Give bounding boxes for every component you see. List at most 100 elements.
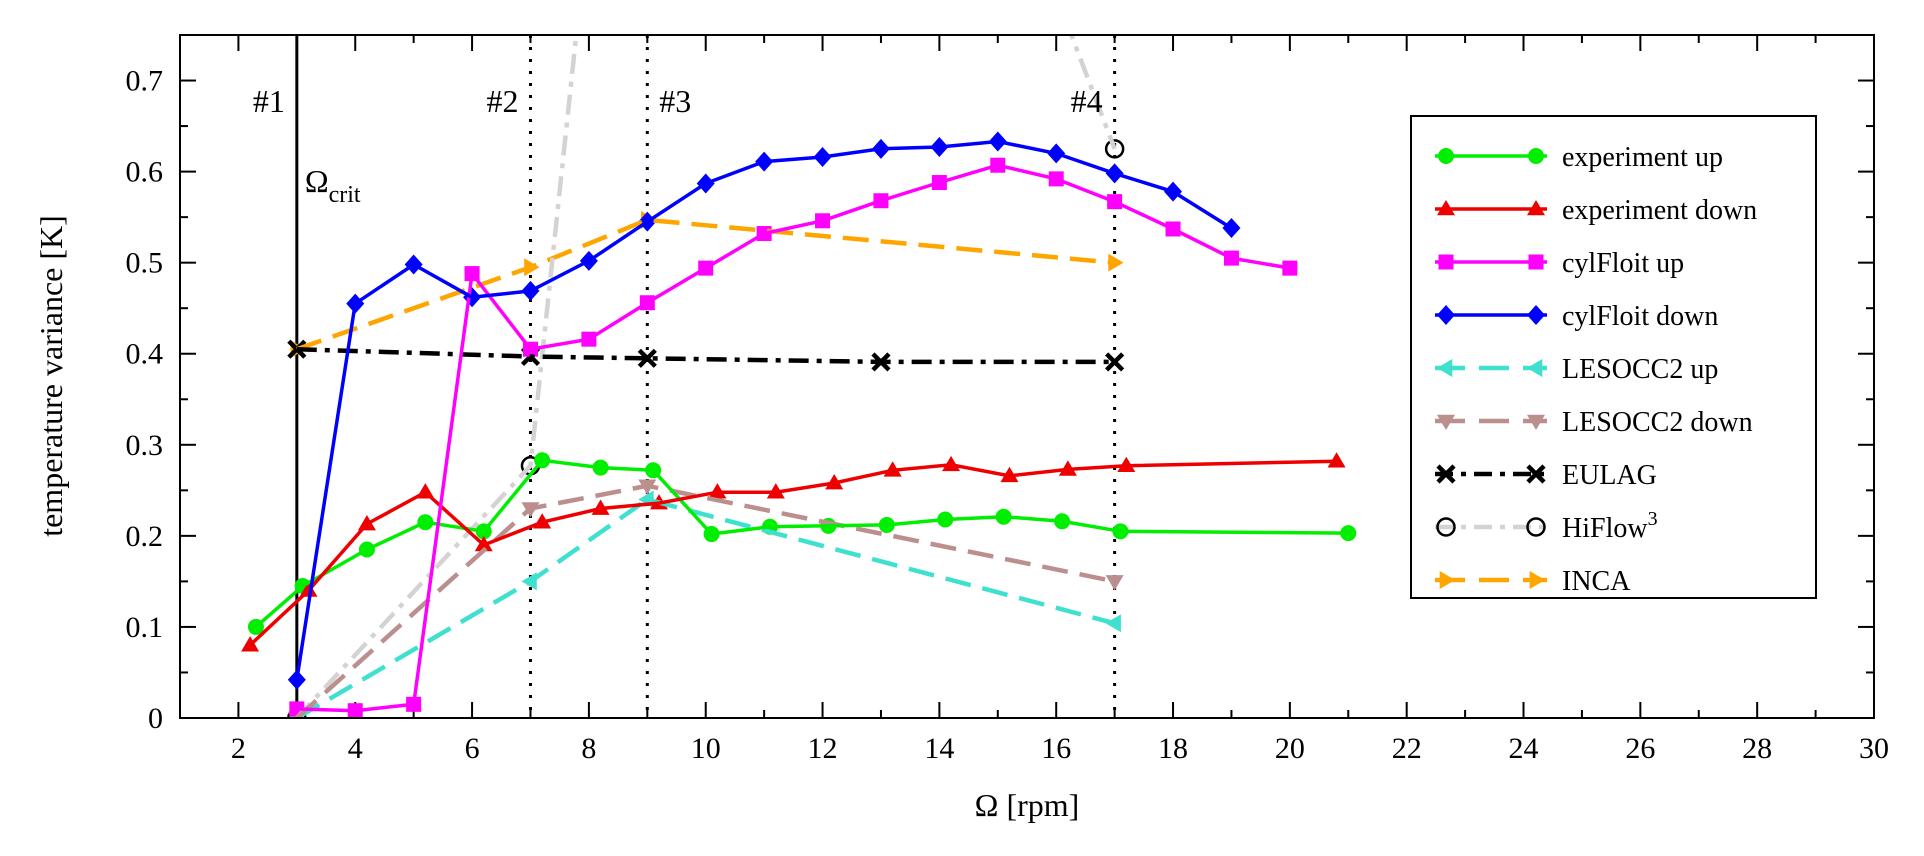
y-tick-label: 0.1: [126, 611, 164, 644]
legend-item-cylfloit-up: cylFloit up: [1435, 248, 1684, 279]
series-line-experiment-down: [248, 459, 1337, 647]
series-line-lesocc2-up: [295, 496, 1116, 718]
data-point-experiment-down: [1327, 452, 1346, 468]
legend-label-cylfloit-down: cylFloit down: [1562, 301, 1718, 332]
data-point-eulag-stroke: [1105, 352, 1125, 372]
legend-label-text: HiFlow: [1562, 513, 1648, 544]
data-point-eulag-stroke: [637, 348, 657, 368]
legend-label-experiment-down: experiment down: [1562, 195, 1757, 226]
legend-marker-experiment-down: [1527, 200, 1545, 216]
legend-item-lesocc2-down: LESOCC2 down: [1435, 407, 1753, 438]
legend-label-text: cylFloit down: [1562, 301, 1718, 332]
x-tick-label: 24: [1509, 732, 1539, 765]
legend-marker-experiment-down: [1437, 200, 1455, 216]
series-line-inca: [296, 217, 1115, 352]
omega-crit-symbol: Ω: [305, 163, 329, 199]
x-tick-label: 14: [924, 732, 954, 765]
legend-marker-eulag: [1436, 464, 1456, 484]
legend-label-hiflow: HiFlow3: [1562, 508, 1658, 544]
legend-label-inca: INCA: [1562, 566, 1631, 597]
y-tick-label: 0.4: [126, 338, 164, 371]
y-tick-label: 0.6: [126, 156, 164, 189]
x-tick-label: 10: [691, 732, 721, 765]
x-tick-label: 4: [348, 732, 363, 765]
y-tick-label: 0.5: [126, 247, 164, 280]
plot-frame: [179, 34, 1875, 719]
data-point-lesocc2-down: [1105, 575, 1124, 591]
legend-label-eulag: EULAG: [1562, 460, 1657, 491]
x-tick-label: 8: [581, 732, 596, 765]
x-tick-label: 28: [1742, 732, 1772, 765]
markers-group: [241, 131, 1357, 718]
legend-marker-experiment-up: [1438, 148, 1454, 164]
annotation-n2: #2: [486, 83, 518, 119]
x-tick-label: 12: [808, 732, 838, 765]
x-tick-label: 16: [1041, 732, 1071, 765]
y-tick-label: 0.3: [126, 429, 164, 462]
legend-label-text: LESOCC2 down: [1562, 407, 1753, 438]
x-tick-label: 2: [231, 732, 246, 765]
legend-item-lesocc2-up: LESOCC2 up: [1435, 354, 1718, 385]
legend-marker-lesocc2-up: [1437, 359, 1453, 377]
x-tick-label: 6: [465, 732, 480, 765]
series-group: [241, 35, 1357, 718]
legend-item-experiment-up: experiment up: [1435, 142, 1723, 173]
y-axis-label: temperature variance [K]: [33, 215, 69, 537]
legend-label-lesocc2-down: LESOCC2 down: [1562, 407, 1753, 438]
series-line-cylfloit-up: [296, 163, 1291, 713]
legend-label-text: EULAG: [1562, 460, 1657, 491]
legend-marker-inca: [1439, 571, 1455, 589]
legend-marker-lesocc2-down: [1437, 414, 1455, 430]
legend-marker-hiflow: [1526, 517, 1546, 537]
x-tick-labels: 2 4 6 8 10 12 14 16 18 20 22 24 26 28 30: [231, 732, 1889, 765]
legend-marker-eulag-stroke: [1526, 464, 1546, 484]
omega-crit-subscript: crit: [329, 182, 361, 208]
legend-label-text: experiment up: [1562, 142, 1723, 173]
legend-label-lesocc2-up: LESOCC2 up: [1562, 354, 1718, 385]
legend-item-hiflow: HiFlow3: [1435, 508, 1658, 544]
series-line-hiflow: [295, 35, 1117, 718]
y-tick-label: 0.7: [126, 65, 164, 98]
series-line-cylfloit-down: [295, 139, 1233, 681]
y-tick-label: 0: [148, 702, 163, 735]
legend: experiment up experiment down cylFloit up c…: [1410, 115, 1817, 599]
legend-item-cylfloit-down: cylFloit down: [1435, 301, 1718, 332]
x-tick-label: 22: [1392, 732, 1422, 765]
data-point-cylfloit-down: [1222, 218, 1241, 239]
legend-label-cylfloit-up: cylFloit up: [1562, 248, 1684, 279]
legend-marker-experiment-up: [1528, 148, 1544, 164]
legend-label-experiment-up: experiment up: [1562, 142, 1723, 173]
omega-crit-annotation: Ωcrit: [305, 163, 361, 208]
x-tick-label: 18: [1158, 732, 1188, 765]
legend-marker-cylfloit-up: [1528, 254, 1544, 270]
legend-label-text: experiment down: [1562, 195, 1757, 226]
legend-label-text: cylFloit up: [1562, 248, 1684, 279]
series-line-experiment-up: [254, 458, 1349, 629]
legend-marker-inca: [1529, 571, 1545, 589]
x-tick-label: 26: [1625, 732, 1655, 765]
legend-marker-lesocc2-up: [1527, 359, 1543, 377]
data-point-hiflow: [1104, 139, 1125, 159]
legend-marker-eulag-stroke: [1436, 464, 1456, 484]
legend-item-experiment-down: experiment down: [1435, 195, 1757, 226]
series-line-lesocc2-down: [295, 483, 1116, 718]
legend-marker-cylfloit-down: [1527, 305, 1545, 325]
y-tick-label: 0.2: [126, 520, 164, 553]
data-point-eulag: [1105, 352, 1125, 372]
legend-label-text: INCA: [1562, 566, 1631, 597]
legend-marker-eulag: [1526, 464, 1546, 484]
legend-label-superscript: 3: [1648, 508, 1658, 530]
data-point-inca: [1108, 253, 1124, 272]
legend-item-inca: INCA: [1435, 566, 1631, 597]
annotation-n3: #3: [659, 83, 691, 119]
data-point-eulag: [637, 348, 657, 368]
legend-item-eulag: EULAG: [1435, 460, 1657, 491]
annotation-n4: #4: [1071, 83, 1103, 119]
legend-box: [1410, 115, 1817, 599]
x-tick-label: 30: [1859, 732, 1889, 765]
series-line-eulag: [296, 346, 1115, 365]
x-axis-label: Ω [rpm]: [975, 787, 1080, 823]
annotation-n1: #1: [253, 83, 285, 119]
y-tick-labels: 0 0.1 0.2 0.3 0.4 0.5 0.6 0.7: [126, 65, 164, 735]
